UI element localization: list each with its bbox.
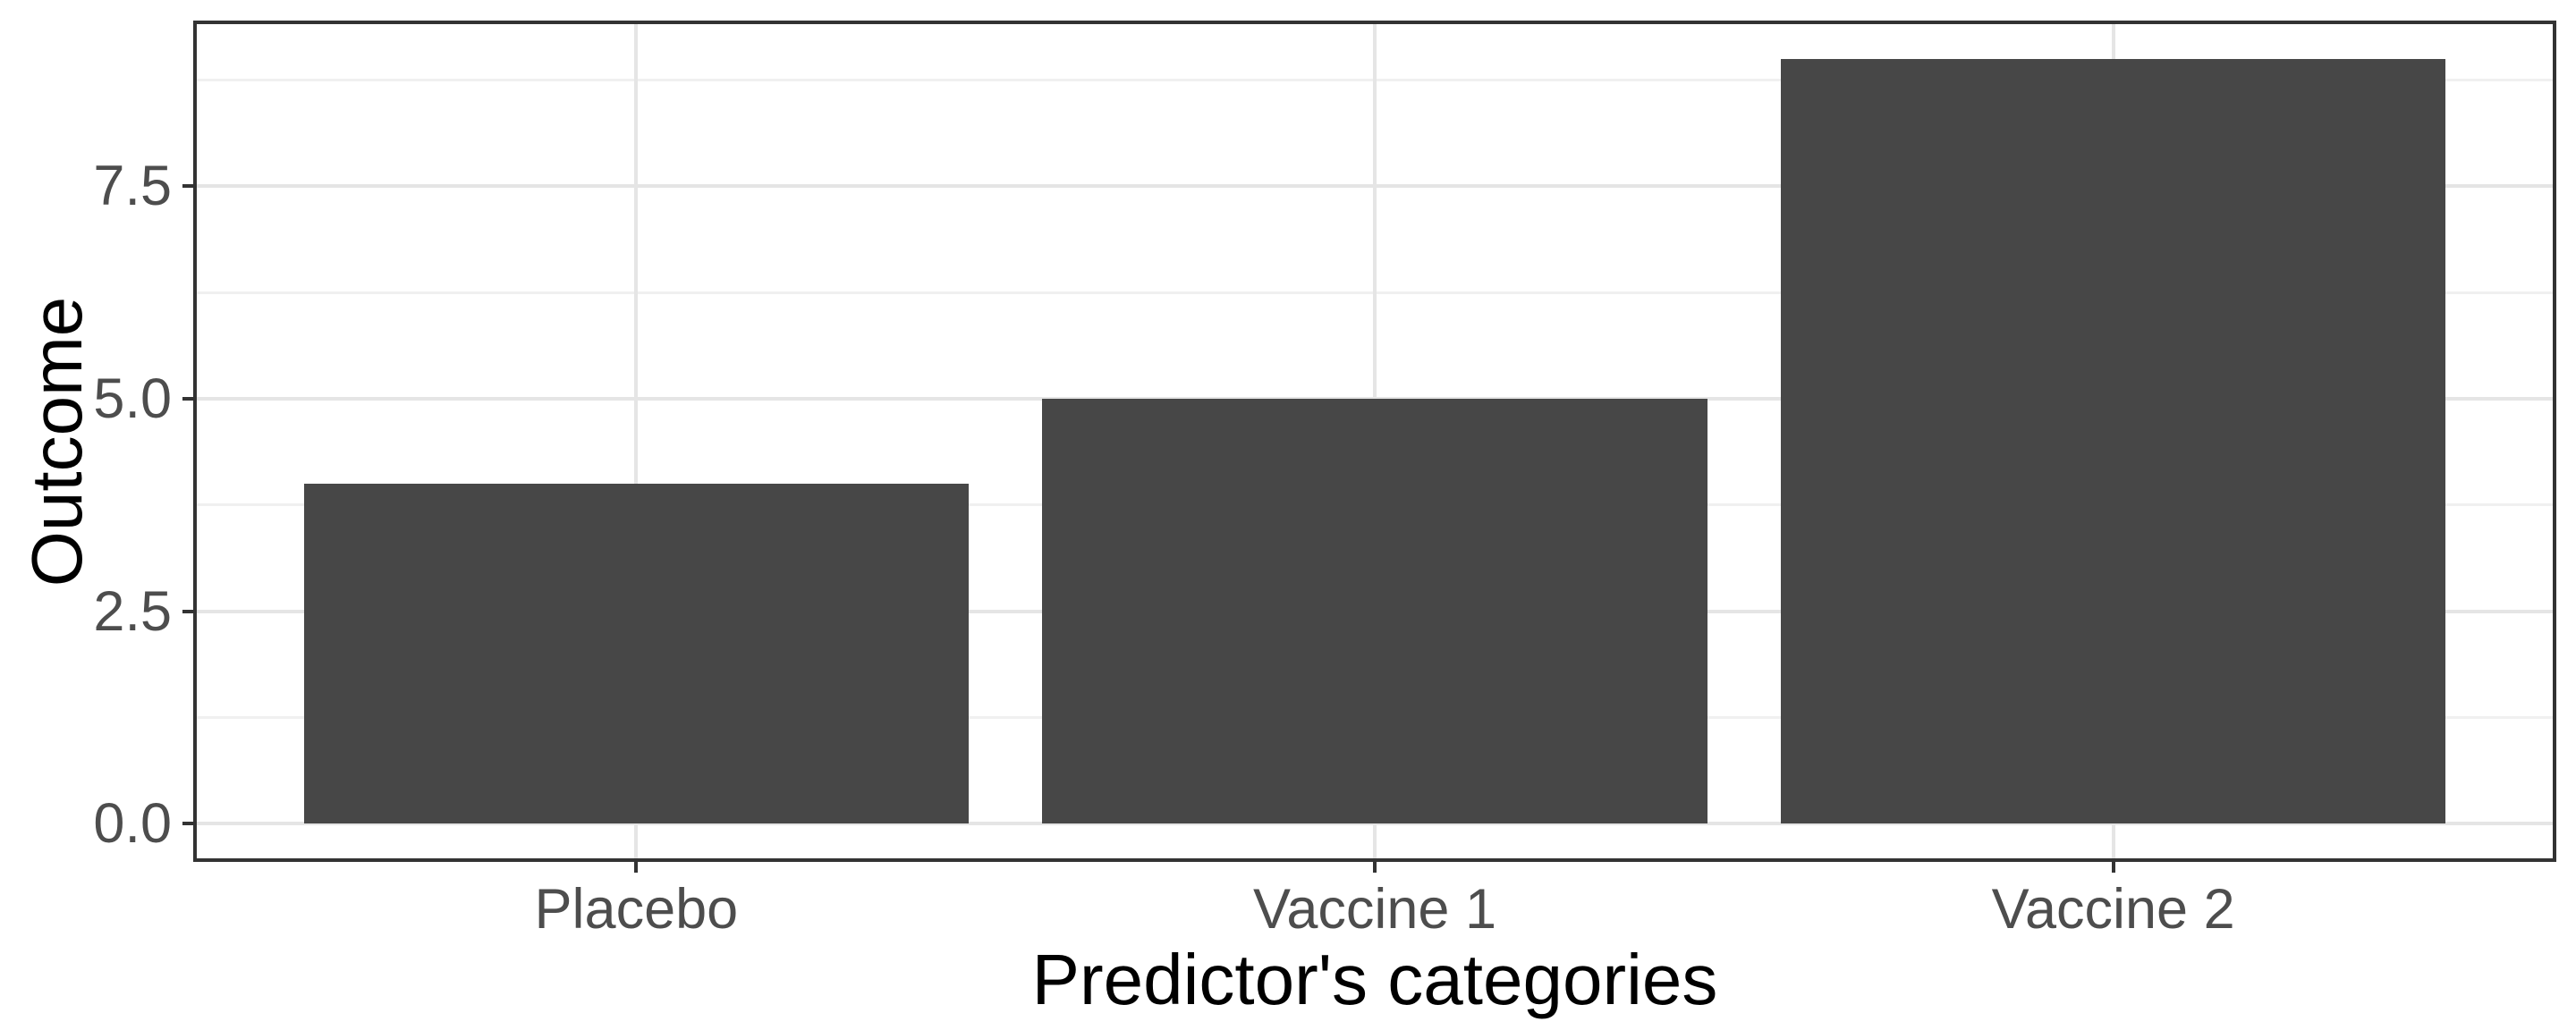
y-tick-label: 0.0 [93, 792, 172, 856]
y-tick-label: 2.5 [93, 579, 172, 643]
x-tick-label-vaccine-2: Vaccine 2 [1991, 878, 2235, 941]
y-tick-mark [182, 822, 193, 826]
y-tick-label: 7.5 [93, 155, 172, 218]
bar-placebo [303, 484, 969, 824]
bar-vaccine-2 [1781, 58, 2446, 824]
x-tick-label-vaccine-1: Vaccine 1 [1253, 878, 1496, 941]
plot-panel [193, 21, 2556, 862]
y-tick-mark [182, 396, 193, 401]
x-tick-label-placebo: Placebo [534, 878, 739, 941]
x-tick-mark [1373, 862, 1377, 873]
x-tick-mark [634, 862, 639, 873]
x-axis-title: Predictor's categories [1031, 940, 1718, 1019]
x-tick-mark [2111, 862, 2115, 873]
y-tick-label: 5.0 [93, 367, 172, 430]
gridline-major-x [634, 21, 639, 862]
bar-vaccine-1 [1042, 398, 1707, 824]
y-axis-title: Outcome [17, 296, 97, 587]
y-tick-mark [182, 609, 193, 613]
y-tick-mark [182, 184, 193, 189]
